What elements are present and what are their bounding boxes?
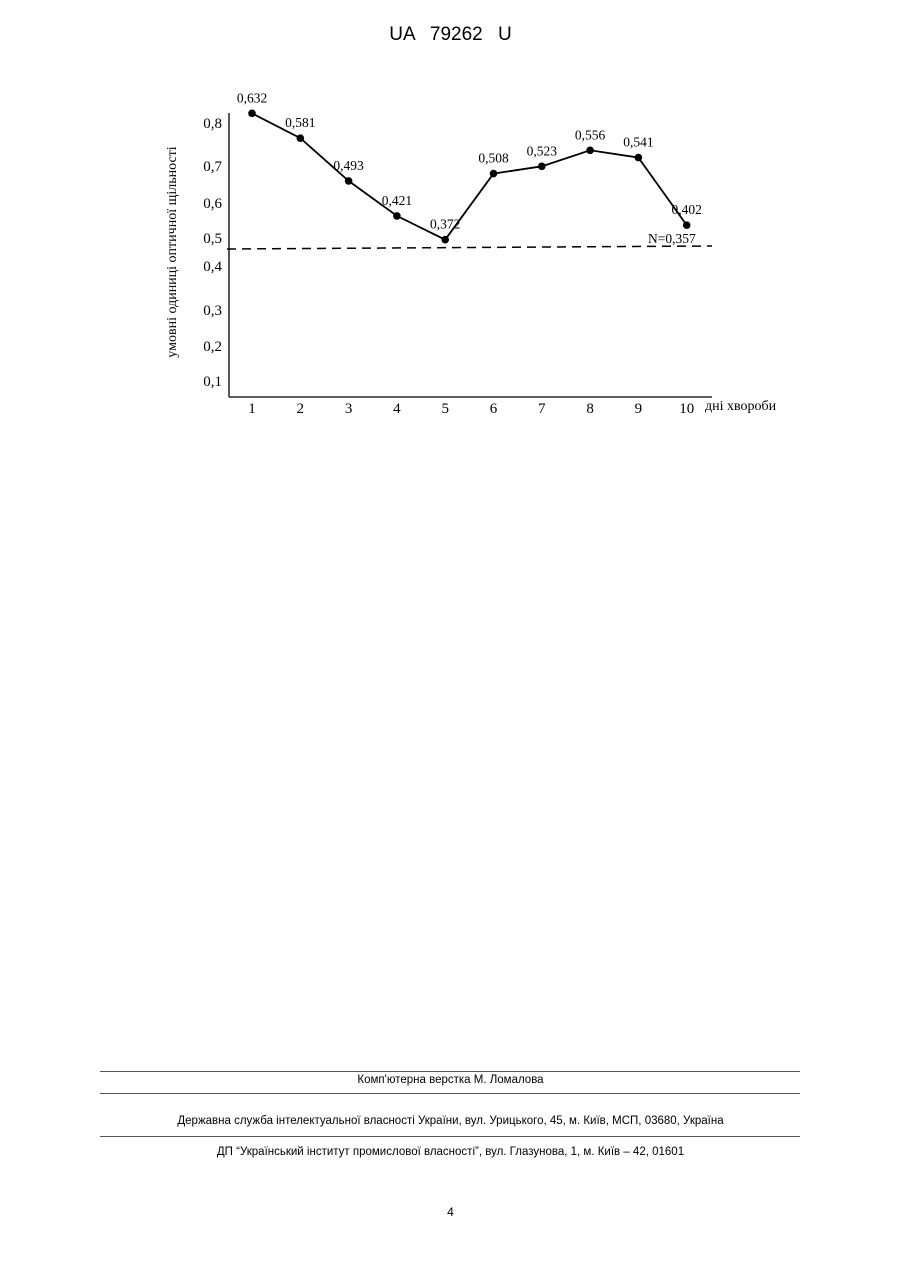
data-label: 0,372 [430, 217, 460, 232]
data-point [393, 212, 401, 220]
data-point [441, 236, 449, 244]
data-label: 0,632 [237, 90, 267, 105]
y-tick-label: 0,3 [203, 303, 222, 319]
data-label: 0,421 [382, 193, 412, 208]
y-tick-label: 0,8 [203, 116, 222, 132]
y-tick-labels: 0,1 0,2 0,3 0,4 0,5 0,6 0,7 0,8 [203, 116, 222, 390]
x-tick-label: 5 [441, 401, 449, 417]
data-label: 0,581 [285, 115, 315, 130]
data-label: 0,493 [333, 158, 364, 173]
x-axis-label: дні хвороби [705, 399, 777, 414]
series-line [252, 113, 687, 239]
y-tick-label: 0,7 [203, 159, 222, 175]
y-tick-label: 0,4 [203, 259, 222, 275]
y-tick-label: 0,5 [203, 231, 222, 247]
footer-divider-1 [100, 1071, 800, 1072]
data-label: 0,541 [623, 135, 653, 150]
data-point [586, 146, 594, 154]
y-tick-label: 0,6 [203, 196, 222, 212]
x-tick-label: 6 [490, 401, 498, 417]
data-point [248, 110, 256, 118]
x-tick-labels: 1 2 3 4 5 6 7 8 9 10 [248, 401, 694, 417]
x-tick-label: 1 [248, 401, 256, 417]
x-tick-label: 7 [538, 401, 546, 417]
footer-divider-2 [100, 1093, 800, 1094]
data-point [345, 177, 353, 185]
x-tick-label: 9 [635, 401, 643, 417]
data-label: 0,508 [478, 151, 509, 166]
data-label: 0,402 [672, 202, 702, 217]
page-number: 4 [0, 1205, 901, 1219]
x-tick-label: 4 [393, 401, 401, 417]
data-label: 0,556 [575, 127, 606, 142]
data-point [635, 154, 643, 162]
footer-layout-credit: Комп'ютерна верстка М. Ломалова [0, 1074, 901, 1086]
y-tick-label: 0,2 [203, 339, 222, 355]
reference-dashed-line [227, 246, 712, 249]
data-label: 0,523 [527, 143, 558, 158]
footer-divider-3 [100, 1136, 800, 1137]
reference-line-label: N=0,357 [648, 231, 696, 246]
data-point [297, 134, 305, 142]
line-chart: 0,1 0,2 0,3 0,4 0,5 0,6 0,7 0,8 1 2 3 4 5 6 7 8 9 10 N=0… [0, 0, 901, 440]
y-axis-label: умовні одиниці оптичної щільності [165, 146, 180, 357]
data-point [490, 170, 498, 178]
x-tick-label: 3 [345, 401, 353, 417]
data-point [683, 221, 691, 229]
data-point [538, 163, 546, 171]
x-tick-label: 2 [297, 401, 305, 417]
data-labels: 0,632 0,581 0,493 0,421 0,372 0,508 0,523 0,556… [237, 90, 702, 231]
footer-address-institute: ДП “Український інститут промислової вла… [0, 1146, 901, 1158]
x-tick-label: 10 [679, 401, 694, 417]
y-tick-label: 0,1 [203, 374, 222, 390]
reference-line: N=0,357 [227, 231, 712, 249]
footer-address-service: Державна служба інтелектуальної власност… [0, 1115, 901, 1127]
x-tick-label: 8 [586, 401, 594, 417]
